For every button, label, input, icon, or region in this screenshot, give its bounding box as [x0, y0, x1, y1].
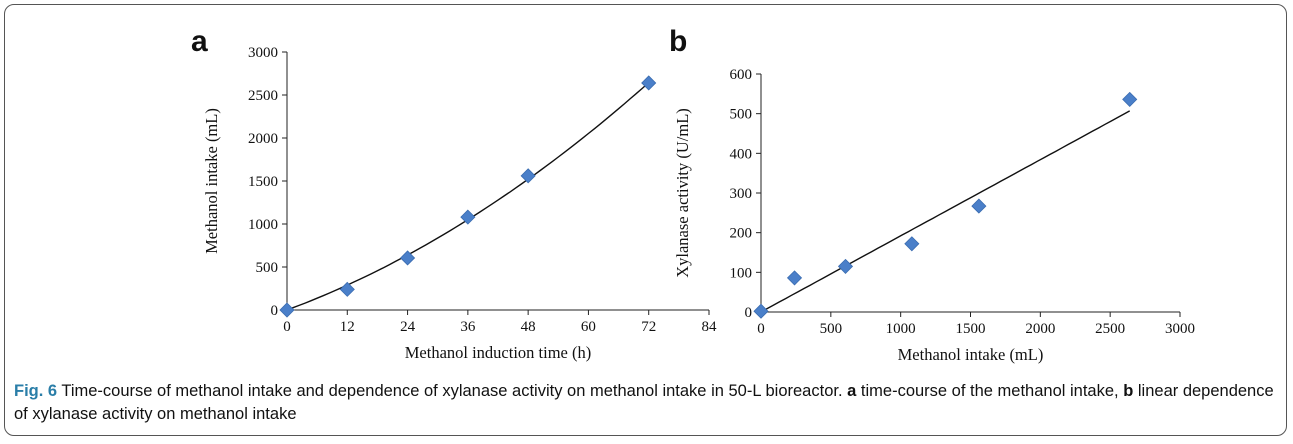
- data-point-marker: [520, 168, 536, 184]
- x-axis-label: Methanol intake (mL): [898, 345, 1044, 364]
- x-tick-label: 2500: [1095, 321, 1125, 337]
- x-tick-label: 72: [641, 319, 656, 335]
- caption-b: b: [1123, 382, 1134, 400]
- x-tick-label: 60: [581, 319, 596, 335]
- x-tick-label: 1000: [886, 321, 916, 337]
- data-point-marker: [837, 258, 854, 274]
- data-point-marker: [786, 270, 803, 286]
- x-tick-label: 3000: [1165, 321, 1195, 337]
- x-axis-label: Methanol induction time (h): [405, 343, 592, 362]
- y-tick-label: 100: [730, 265, 753, 281]
- trendline: [286, 82, 650, 311]
- panel-b: b 0 100 200 300 400 500 600 0 500 1000 1500 2000 250…: [669, 25, 1195, 364]
- panel-letter-a: a: [191, 25, 208, 58]
- caption-text-2: time-course of the methanol intake,: [856, 382, 1124, 400]
- data-point-marker: [641, 75, 657, 91]
- y-tick-label: 600: [730, 67, 753, 83]
- data-point-marker: [1122, 91, 1138, 107]
- x-tick-label: 0: [757, 321, 765, 337]
- data-point-marker: [904, 236, 920, 252]
- y-tick-label: 300: [730, 186, 753, 202]
- y-axis-label: Xylanase activity (U/mL): [673, 108, 692, 278]
- x-tick-label: 48: [521, 319, 536, 335]
- data-point-marker: [753, 303, 769, 319]
- y-tick-label: 500: [730, 107, 753, 123]
- x-tick-label: 500: [820, 321, 843, 337]
- figure-frame: [4, 4, 1287, 436]
- data-point-marker: [460, 209, 476, 225]
- y-tick-label: 2500: [248, 88, 278, 104]
- trendline: [760, 110, 1131, 313]
- y-tick-label: 2000: [248, 131, 278, 147]
- y-tick-label: 0: [745, 305, 753, 321]
- x-tick-label: 2000: [1025, 321, 1055, 337]
- x-tick-label: 36: [460, 319, 476, 335]
- data-point-marker: [971, 198, 987, 214]
- figure-caption: Fig. 6 Time-course of methanol intake an…: [14, 380, 1276, 426]
- x-tick-label: 12: [340, 319, 355, 335]
- y-tick-label: 1000: [248, 217, 278, 233]
- data-point-marker: [339, 281, 355, 297]
- panel-letter-b: b: [669, 25, 687, 58]
- x-tick-label: 84: [702, 319, 718, 335]
- x-tick-label: 24: [400, 319, 416, 335]
- x-tick-label: 1500: [956, 321, 986, 337]
- y-axis-label: Methanol intake (mL): [202, 108, 221, 254]
- caption-text-3: linear dependence of xylanase activity o…: [14, 382, 1274, 423]
- x-tick-label: 0: [283, 319, 291, 335]
- panel-a: a 0 500 1000 1500 2000 2500 3000 0 12 24 36 48 60 72 8…: [191, 25, 717, 362]
- y-tick-label: 400: [730, 146, 753, 162]
- data-point-marker: [400, 250, 416, 266]
- caption-a: a: [847, 382, 857, 400]
- y-tick-label: 500: [256, 260, 279, 276]
- y-tick-label: 1500: [248, 174, 278, 190]
- caption-label: Fig. 6: [14, 382, 58, 400]
- caption-text-1: Time-course of methanol intake and depen…: [57, 382, 848, 400]
- data-point-marker: [279, 302, 295, 318]
- y-tick-label: 200: [730, 226, 753, 242]
- y-tick-label: 0: [271, 303, 279, 319]
- y-tick-label: 3000: [248, 45, 278, 61]
